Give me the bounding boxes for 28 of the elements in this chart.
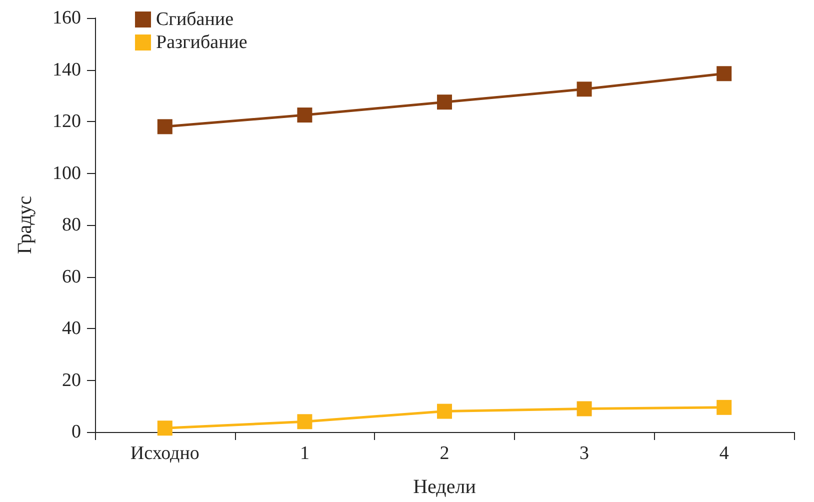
x-tick-label: 3 (580, 443, 590, 464)
y-tick-label: 0 (72, 422, 81, 442)
y-tick-label: 100 (52, 162, 81, 184)
point (297, 414, 312, 430)
x-tick-label: 1 (300, 443, 310, 464)
x-axis-title: Недели (413, 476, 476, 498)
x-tick-label: 2 (440, 443, 450, 464)
legend-label: Разгибание (156, 32, 248, 53)
x-tick-label: Исходно (130, 443, 200, 464)
y-tick-label: 40 (62, 318, 81, 339)
y-tick-label: 140 (52, 59, 81, 80)
point (576, 82, 592, 97)
point (157, 119, 172, 134)
legend-label: Сгибание (156, 9, 234, 30)
point (716, 66, 732, 82)
y-axis-title: Градус (14, 196, 36, 254)
point (157, 420, 172, 436)
y-tick-label: 60 (62, 266, 81, 288)
x-tick-label: 4 (719, 443, 730, 464)
point (297, 108, 312, 123)
point (576, 401, 592, 416)
y-tick-label: 120 (52, 111, 81, 132)
y-tick-label: 160 (52, 8, 81, 28)
point (437, 94, 452, 110)
point (437, 404, 452, 419)
y-tick-label: 80 (62, 214, 81, 236)
y-tick-label: 20 (62, 370, 81, 391)
point (716, 400, 732, 415)
